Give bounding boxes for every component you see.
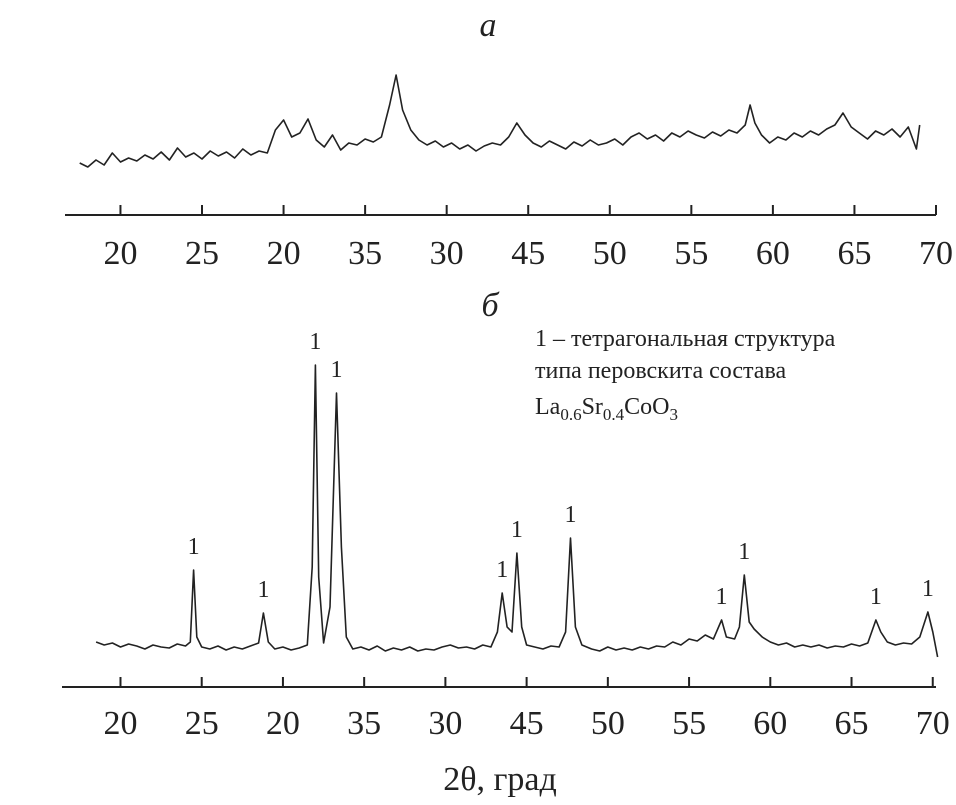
x-tick-label: 65 bbox=[835, 705, 869, 742]
peak-label: 1 bbox=[511, 517, 523, 543]
x-tick-label: 20 bbox=[103, 705, 137, 742]
pattern-line bbox=[95, 364, 939, 658]
x-tick-label: 50 bbox=[593, 235, 627, 272]
x-tick-label: 55 bbox=[672, 705, 706, 742]
peak-label: 1 bbox=[331, 357, 343, 383]
x-tick-label: 45 bbox=[510, 705, 544, 742]
panel-title: а bbox=[480, 7, 497, 44]
peak-label: 1 bbox=[922, 576, 934, 602]
peak-label: 1 bbox=[257, 577, 269, 603]
x-tick-label: 70 bbox=[919, 235, 953, 272]
legend-note: 1 – тетрагональная структура bbox=[535, 326, 836, 352]
x-tick-label: 55 bbox=[674, 235, 708, 272]
legend-note: La0.6Sr0.4CoO3 bbox=[535, 394, 678, 424]
x-tick-label: 20 bbox=[267, 235, 301, 272]
x-tick-label: 65 bbox=[837, 235, 871, 272]
x-tick-label: 35 bbox=[348, 235, 382, 272]
x-axis-label: 2θ, град bbox=[443, 761, 557, 798]
legend-note: типа перовскита состава bbox=[535, 358, 786, 384]
x-tick-label: 30 bbox=[428, 705, 462, 742]
x-tick-label: 70 bbox=[916, 705, 950, 742]
peak-label: 1 bbox=[716, 584, 728, 610]
peak-label: 1 bbox=[564, 502, 576, 528]
x-tick-label: 30 bbox=[430, 235, 464, 272]
x-tick-label: 20 bbox=[266, 705, 300, 742]
peak-label: 1 bbox=[309, 329, 321, 355]
x-tick-label: 25 bbox=[185, 705, 219, 742]
pattern-line bbox=[79, 74, 921, 168]
panel-title: б bbox=[481, 287, 500, 324]
peak-label: 1 bbox=[870, 584, 882, 610]
x-tick-label: 60 bbox=[756, 235, 790, 272]
x-tick-label: 60 bbox=[753, 705, 787, 742]
peak-label: 1 bbox=[496, 557, 508, 583]
x-tick-label: 50 bbox=[591, 705, 625, 742]
peak-label: 1 bbox=[738, 539, 750, 565]
x-tick-label: 35 bbox=[347, 705, 381, 742]
peak-label: 1 bbox=[188, 534, 200, 560]
x-tick-label: 20 bbox=[103, 235, 137, 272]
x-tick-label: 25 bbox=[185, 235, 219, 272]
x-tick-label: 45 bbox=[511, 235, 545, 272]
